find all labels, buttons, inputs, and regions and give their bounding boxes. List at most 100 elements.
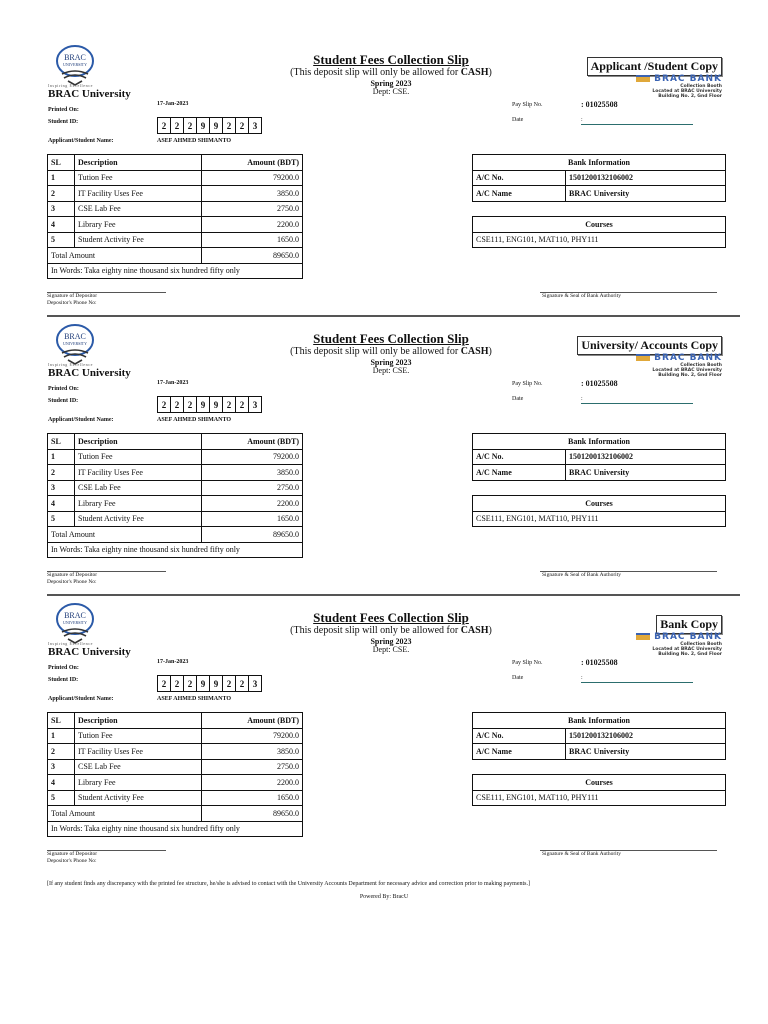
fee-description: Library Fee	[74, 495, 202, 512]
slip-subtitle: (This deposit slip will only be allowed …	[200, 67, 582, 78]
student-id-digit: 2	[235, 676, 248, 691]
ac-no: 1501200132106002	[565, 169, 726, 186]
brac-university-logo: BRAC UNIVERSITY	[56, 45, 94, 86]
student-id-label: Student ID:	[48, 398, 79, 404]
fee-sl: 3	[47, 200, 75, 217]
date-value: :	[581, 396, 583, 402]
fee-amount: 2750.0	[201, 200, 303, 217]
student-id-digit: 2	[170, 118, 183, 133]
tagline: Inspiring Excellence	[48, 641, 93, 646]
fees-header-row: SL Description Amount (BDT)	[47, 154, 303, 171]
ac-name: BRAC University	[565, 743, 726, 760]
ac-no-label: A/C No.	[472, 727, 566, 744]
bank-info-header: Bank Information	[472, 712, 726, 729]
subtitle-cash: CASH	[460, 346, 489, 357]
fee-row: 1 Tution Fee 79200.0	[47, 448, 303, 465]
date-label: Date	[512, 117, 524, 123]
ac-name: BRAC University	[565, 464, 726, 481]
bank-line: Collection Booth	[680, 363, 722, 368]
header-sl: SL	[47, 433, 75, 450]
slip-subtitle: (This deposit slip will only be allowed …	[200, 346, 582, 357]
bank-info-table: Bank Information A/C No. 1501200132106002…	[472, 154, 726, 202]
depositor-signature-label: Signature of Depositor	[47, 572, 98, 578]
student-name-label: Applicant/Student Name:	[48, 138, 114, 144]
printed-on-date: 17-Jan-2023	[157, 659, 189, 665]
header-amount: Amount (BDT)	[201, 433, 303, 450]
student-id-digit: 2	[222, 676, 235, 691]
fees-table: SL Description Amount (BDT) 1 Tution Fee…	[47, 154, 303, 279]
depositor-phone-label: Depositor's Phone No:	[47, 300, 97, 306]
bank-info-table: Bank Information A/C No. 1501200132106002…	[472, 433, 726, 481]
fee-row: 2 IT Facility Uses Fee 3850.0	[47, 743, 303, 760]
bank-signature-label: Signature & Seal of Bank Authority	[542, 293, 621, 299]
bank-name: BRAC BANK	[654, 74, 722, 84]
fee-description: IT Facility Uses Fee	[74, 185, 202, 202]
copy-label: Bank Copy	[656, 615, 722, 634]
courses-header: Courses	[472, 495, 726, 512]
total-amount: 89650.0	[201, 526, 303, 543]
brac-bank-logo: BRAC BANK Collection Booth Located at BR…	[596, 633, 722, 657]
depositor-phone-label: Depositor's Phone No:	[47, 579, 97, 585]
fee-slip-1: BRAC UNIVERSITY Inspiring Excellence BRA…	[0, 0, 768, 317]
printed-on-label: Printed On:	[48, 107, 79, 113]
semester: Spring 2023	[370, 358, 412, 367]
fee-row: 3 CSE Lab Fee 2750.0	[47, 200, 303, 217]
fee-description: CSE Lab Fee	[74, 758, 202, 775]
logo-subtext: UNIVERSITY	[63, 62, 87, 67]
courses-list: CSE111, ENG101, MAT110, PHY111	[472, 789, 726, 806]
fee-amount: 79200.0	[201, 727, 303, 744]
student-name-label: Applicant/Student Name:	[48, 417, 114, 423]
bank-line: Located at BRAC University	[652, 647, 722, 652]
fee-amount: 3850.0	[201, 743, 303, 760]
brac-bank-logo: BRAC BANK Collection Booth Located at BR…	[596, 354, 722, 378]
header-sl: SL	[47, 712, 75, 729]
header-amount: Amount (BDT)	[201, 154, 303, 171]
pay-slip-label: Pay Slip No.	[512, 660, 543, 666]
depositor-signature-line	[47, 571, 166, 572]
fee-sl: 5	[47, 510, 75, 527]
subtitle-cash: CASH	[460, 625, 489, 636]
fees-header-row: SL Description Amount (BDT)	[47, 433, 303, 450]
student-id-digit: 9	[209, 118, 222, 133]
student-id-digit: 2	[235, 118, 248, 133]
fee-slip-3: BRAC UNIVERSITY Inspiring Excellence BRA…	[0, 558, 768, 864]
student-id-digit: 3	[248, 397, 261, 412]
subtitle-cash: CASH	[460, 67, 489, 78]
header-description: Description	[74, 154, 202, 171]
ac-name-label: A/C Name	[472, 743, 566, 760]
fee-row: 4 Library Fee 2200.0	[47, 495, 303, 512]
student-id-digit: 2	[183, 676, 196, 691]
logo-text: BRAC	[64, 53, 86, 62]
subtitle-text: (This deposit slip will only be allowed …	[290, 67, 461, 78]
fee-amount: 3850.0	[201, 464, 303, 481]
pay-slip-no: : 01025508	[581, 379, 618, 388]
pay-slip-no: : 01025508	[581, 658, 618, 667]
logo-text: BRAC	[64, 611, 86, 620]
fee-row: 1 Tution Fee 79200.0	[47, 727, 303, 744]
student-id-digit: 2	[161, 678, 167, 689]
fee-row: 5 Student Activity Fee 1650.0	[47, 231, 303, 248]
date-line	[581, 124, 693, 125]
fees-table: SL Description Amount (BDT) 1 Tution Fee…	[47, 712, 303, 837]
depositor-signature-label: Signature of Depositor	[47, 293, 98, 299]
bank-signature-line	[540, 850, 717, 851]
total-amount: 89650.0	[201, 805, 303, 822]
student-id-digit: 2	[170, 397, 183, 412]
printed-on-label: Printed On:	[48, 386, 79, 392]
printed-on-date: 17-Jan-2023	[157, 101, 189, 107]
ac-name: BRAC University	[565, 185, 726, 202]
bank-line: Collection Booth	[680, 642, 722, 647]
fee-amount: 2200.0	[201, 495, 303, 512]
student-name: ASEF AHMED SHIMANTO	[157, 138, 232, 144]
student-id-digit: 2	[183, 118, 196, 133]
courses-table: Courses CSE111, ENG101, MAT110, PHY111	[472, 774, 726, 806]
ac-name-label: A/C Name	[472, 185, 566, 202]
courses-table: Courses CSE111, ENG101, MAT110, PHY111	[472, 495, 726, 527]
bank-info-header: Bank Information	[472, 433, 726, 450]
subtitle-end: )	[488, 67, 492, 78]
brac-bank-logo: BRAC BANK Collection Booth Located at BR…	[596, 75, 722, 99]
in-words-row: In Words: Taka eighty nine thousand six …	[47, 541, 303, 558]
